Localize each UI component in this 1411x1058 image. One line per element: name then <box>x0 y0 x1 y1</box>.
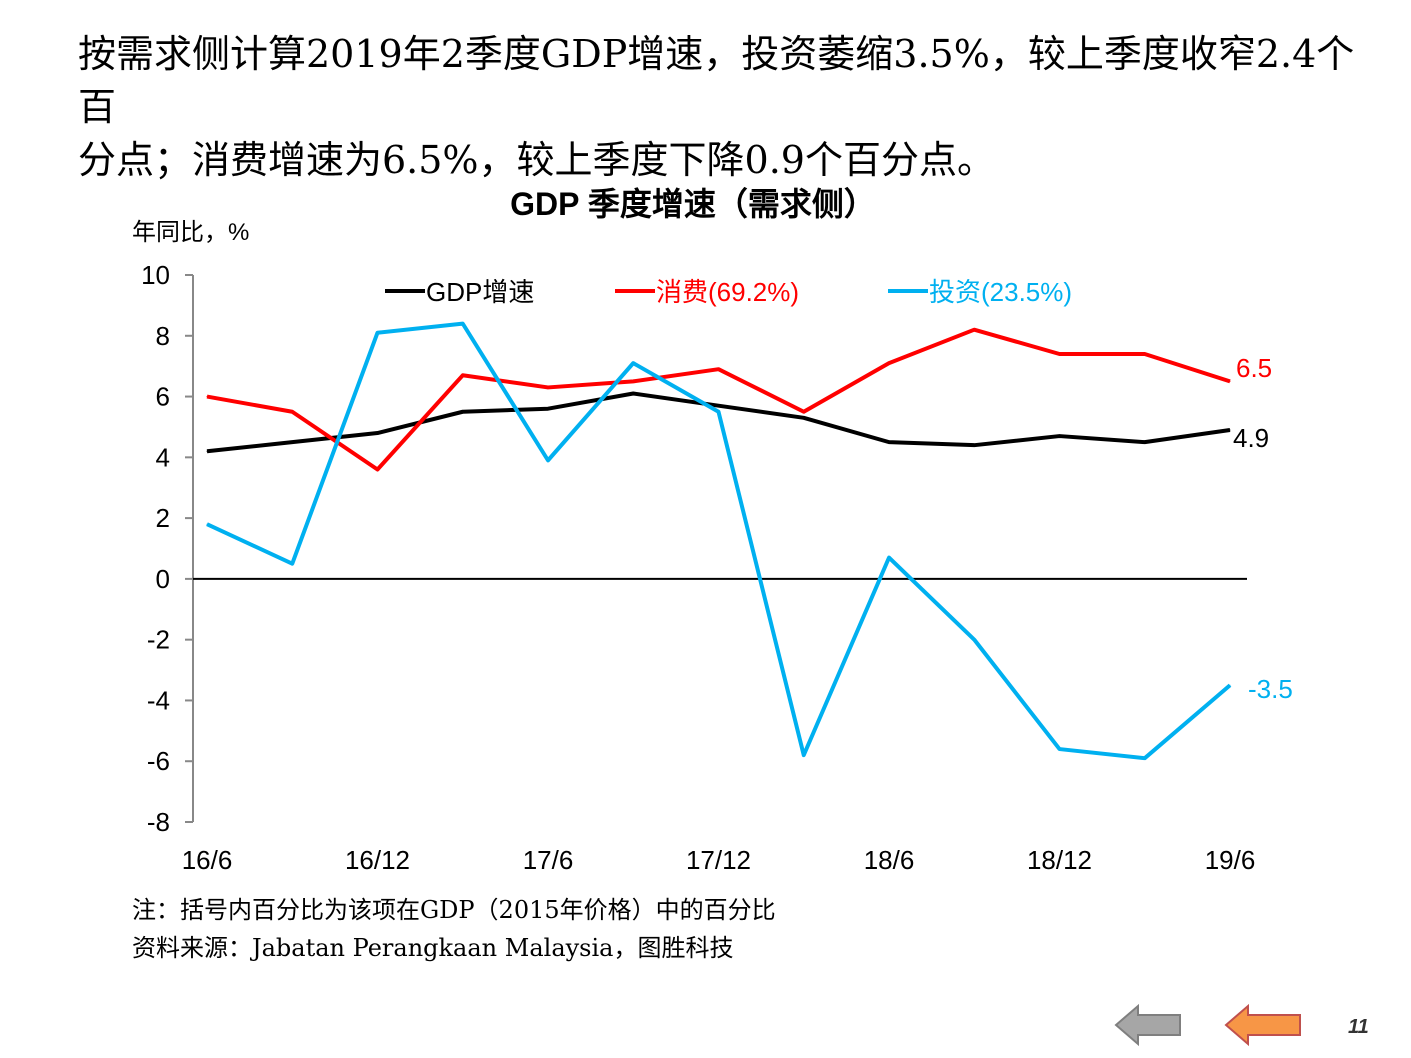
data-point <box>377 468 378 470</box>
data-point <box>462 374 464 376</box>
data-point <box>888 362 890 364</box>
data-point <box>632 393 634 395</box>
page-number: 11 <box>1348 1016 1369 1038</box>
legend-label: 投资(23.5%) <box>929 277 1072 307</box>
data-point <box>888 557 890 559</box>
data-point <box>1144 353 1146 355</box>
data-point <box>547 408 549 410</box>
legend-label: 消费(69.2%) <box>656 277 799 307</box>
data-point <box>206 450 208 452</box>
end-labels: 4.9 6.5 -3.5 <box>1233 353 1293 704</box>
x-tick-label: 18/12 <box>1027 845 1092 875</box>
data-point <box>1229 380 1231 382</box>
y-tick-label: 10 <box>141 260 170 290</box>
back-arrow-button[interactable] <box>1110 1000 1190 1050</box>
data-point <box>1059 435 1060 437</box>
y-tick-label: 0 <box>156 564 170 594</box>
series-line-1 <box>206 327 1231 472</box>
tick-labels: 10 8 6 4 2 0 -2 -4 -6 -8 16/6 16/12 17/6 17/12 18/6 18/… <box>141 260 1255 875</box>
axes <box>185 274 1247 823</box>
forward-arrow-button[interactable] <box>1220 1000 1308 1050</box>
x-tick-label: 17/6 <box>523 845 574 875</box>
data-point <box>547 459 549 461</box>
data-point <box>377 432 378 434</box>
data-point <box>377 332 378 334</box>
y-tick-label: -8 <box>147 807 170 837</box>
data-point <box>1059 748 1060 750</box>
data-point <box>291 563 293 565</box>
data-point <box>718 368 719 370</box>
legend: GDP增速 消费(69.2%) 投资(23.5%) <box>385 277 1072 307</box>
x-tick-label: 16/6 <box>182 845 233 875</box>
data-point <box>973 639 975 641</box>
headline: 按需求侧计算2019年2季度GDP增速，投资萎缩3.5%，较上季度收窄2.4个百… <box>78 28 1388 187</box>
legend-label: GDP增速 <box>426 277 534 307</box>
forward-arrow-icon <box>1224 1003 1301 1047</box>
data-point <box>291 411 293 413</box>
y-tick-label: 6 <box>156 382 170 412</box>
end-label: -3.5 <box>1248 674 1293 704</box>
x-tick-label: 17/12 <box>686 845 751 875</box>
end-label: 4.9 <box>1233 423 1269 453</box>
data-point <box>888 441 890 443</box>
back-arrow-icon <box>1114 1003 1181 1047</box>
data-point <box>803 417 805 419</box>
y-tick-label: -6 <box>147 746 170 776</box>
data-point <box>803 754 805 756</box>
data-point <box>1059 353 1060 355</box>
data-point <box>1229 684 1231 686</box>
data-point <box>547 386 549 388</box>
data-point <box>1144 757 1146 759</box>
source-note: 资料来源：Jabatan Perangkaan Malaysia，图胜科技 <box>132 934 734 962</box>
data-point <box>718 405 719 407</box>
data-point <box>973 329 975 331</box>
data-point <box>718 411 719 413</box>
series-line-2 <box>206 321 1232 761</box>
data-point <box>462 411 464 413</box>
headline-line-1: 按需求侧计算2019年2季度GDP增速，投资萎缩3.5%，较上季度收窄2.4个百 <box>78 32 1355 129</box>
y-tick-label: 8 <box>156 321 170 351</box>
y-tick-label: -2 <box>147 625 170 655</box>
data-point <box>632 380 634 382</box>
series-line-0 <box>206 391 1231 454</box>
chart-title: GDP 季度增速（需求侧） <box>510 186 876 222</box>
y-tick-label: 2 <box>156 503 170 533</box>
data-point <box>973 444 975 446</box>
data-point <box>803 411 805 413</box>
data-point <box>1229 429 1231 431</box>
y-tick-label: -4 <box>147 685 170 715</box>
x-tick-label: 18/6 <box>864 845 915 875</box>
footnote: 注：括号内百分比为该项在GDP（2015年价格）中的百分比 <box>132 896 776 924</box>
y-axis-label: 年同比，% <box>132 219 249 246</box>
data-point <box>462 323 464 325</box>
x-tick-label: 19/6 <box>1205 845 1256 875</box>
data-point <box>206 523 208 525</box>
end-label: 6.5 <box>1236 353 1272 383</box>
data-point <box>632 362 634 364</box>
data-point <box>1144 441 1146 443</box>
x-tick-label: 16/12 <box>345 845 410 875</box>
series-lines <box>206 321 1232 761</box>
data-point <box>291 441 293 443</box>
headline-line-2: 分点；消费增速为6.5%，较上季度下降0.9个百分点。 <box>78 138 995 182</box>
data-point <box>206 396 208 398</box>
y-tick-label: 4 <box>156 442 170 472</box>
